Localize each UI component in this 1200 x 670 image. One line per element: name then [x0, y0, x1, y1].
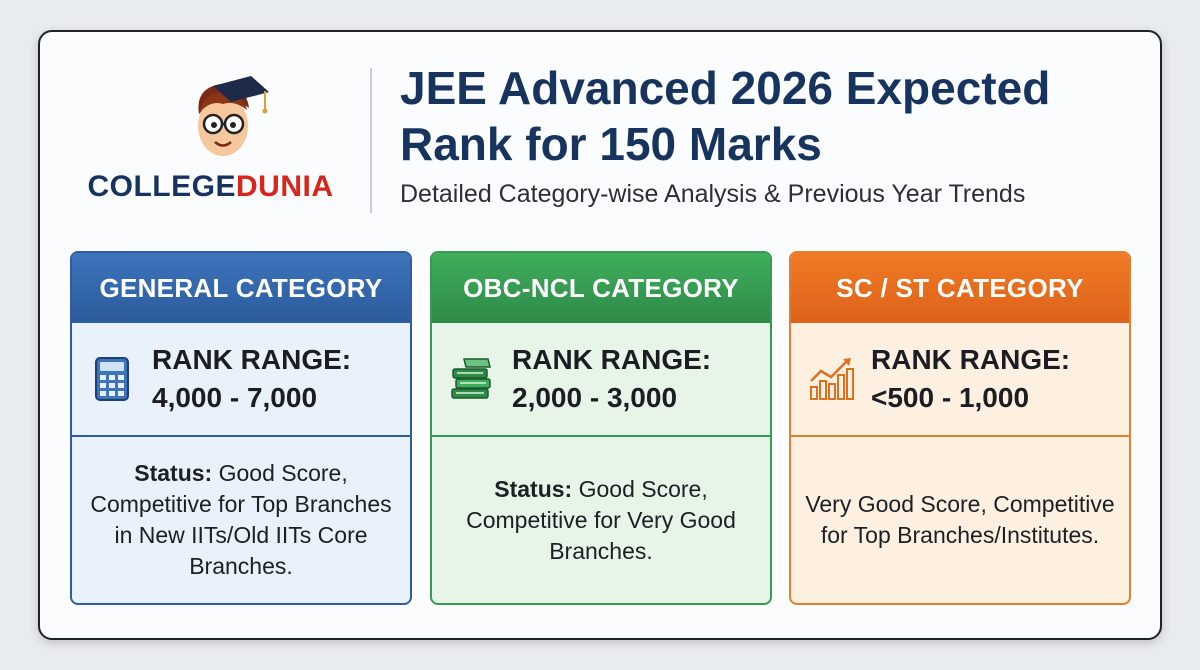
page-subtitle: Detailed Category-wise Analysis & Previo…	[400, 180, 1026, 208]
rank-range-section: RANK RANGE: 4,000 - 7,000	[72, 323, 410, 437]
status-description: Good Score, Competitive for Very Good Br…	[466, 475, 736, 564]
title-line-2: Rank for 150 Marks	[400, 118, 822, 170]
rank-range-section: RANK RANGE: 2,000 - 3,000	[432, 323, 770, 437]
rank-value: <500 - 1,000	[871, 382, 1030, 413]
card-heading: SC / ST CATEGORY	[791, 253, 1129, 323]
books-icon	[451, 358, 491, 399]
status-label: Status:	[134, 460, 213, 486]
card-sc-st-category: SC / ST CATEGORY RANK RANGE: <500 - 1,00…	[789, 251, 1131, 605]
brand-wordmark: COLLEGEDUNIA	[68, 170, 353, 204]
rank-text: RANK RANGE: 4,000 - 7,000	[152, 341, 351, 417]
status-text: Status: Good Score, Competitive for Top …	[72, 437, 410, 603]
status-label: Status:	[494, 475, 573, 502]
rank-value: 2,000 - 3,000	[512, 382, 678, 413]
card-obc-ncl-category: OBC-NCL CATEGORY RANK RANGE: 2,000 - 3,0…	[430, 251, 772, 605]
collegedunia-logo: COLLEGEDUNIA	[68, 70, 353, 220]
title-line-1: JEE Advanced 2026 Expected	[400, 62, 1051, 114]
rank-text: RANK RANGE: <500 - 1,000	[871, 341, 1070, 417]
bar-chart-trend-icon	[810, 358, 854, 400]
rank-label: RANK RANGE:	[512, 344, 712, 375]
rank-label: RANK RANGE:	[152, 344, 352, 375]
rank-range-section: RANK RANGE: <500 - 1,000	[791, 323, 1129, 437]
rank-text: RANK RANGE: 2,000 - 3,000	[512, 341, 711, 417]
status-description: Very Good Score, Competitive for Top Bra…	[805, 491, 1115, 548]
header-divider	[370, 68, 372, 213]
graduate-mascot-icon	[198, 76, 269, 156]
rank-label: RANK RANGE:	[871, 344, 1071, 375]
brand-part2: DUNIA	[236, 170, 334, 203]
card-general-category: GENERAL CATEGORY RANK RANGE: 4,000 - 7,0…	[70, 251, 412, 605]
brand-part1: COLLEGE	[87, 170, 236, 203]
calculator-icon	[95, 357, 129, 401]
status-text: Very Good Score, Competitive for Top Bra…	[791, 437, 1129, 603]
status-description: Good Score, Competitive for Top Branches…	[90, 460, 392, 579]
status-text: Status: Good Score, Competitive for Very…	[432, 437, 770, 603]
card-heading: GENERAL CATEGORY	[72, 253, 410, 323]
rank-value: 4,000 - 7,000	[152, 382, 318, 413]
card-heading: OBC-NCL CATEGORY	[432, 253, 770, 323]
page-title: JEE Advanced 2026 Expected Rank for 150 …	[400, 60, 1140, 172]
